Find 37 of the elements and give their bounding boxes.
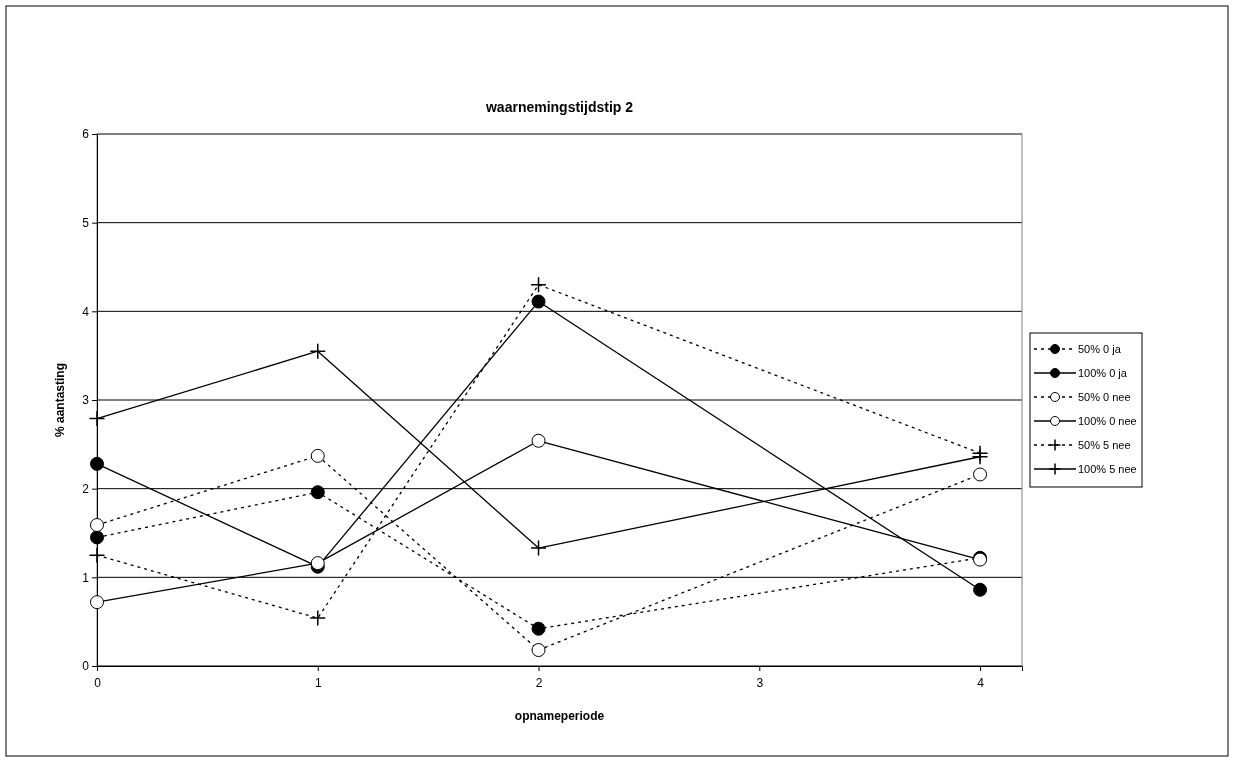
point: [531, 294, 546, 309]
point: [310, 485, 325, 500]
legend-label: 50% 5 nee: [1078, 439, 1131, 451]
y-tick-label: 1: [82, 570, 90, 585]
x-tick-label: 3: [756, 676, 764, 691]
point: [971, 448, 989, 465]
legend-label: 100% 5 nee: [1078, 463, 1137, 475]
y-tick-label: 4: [82, 304, 90, 319]
x-tick-label: 1: [314, 676, 322, 691]
point: [973, 582, 988, 597]
y-tick-label: 2: [82, 482, 90, 497]
point: [90, 518, 104, 533]
chart-title: waarnemingstijdstip 2: [484, 99, 634, 115]
y-axis-title: % aantasting: [53, 362, 67, 438]
point: [90, 530, 104, 545]
y-tick-label: 0: [82, 659, 90, 674]
legend-label: 50% 0 nee: [1078, 391, 1131, 403]
point: [530, 539, 547, 557]
point: [88, 410, 106, 427]
point: [531, 433, 546, 448]
legend-label: 100% 0 nee: [1078, 415, 1137, 427]
x-tick-label: 4: [977, 676, 985, 691]
point: [90, 595, 104, 610]
y-tick-label: 3: [82, 393, 90, 408]
legend-label: 50% 0 ja: [1078, 343, 1122, 355]
x-tick-label: 0: [94, 676, 102, 691]
point: [530, 276, 547, 293]
x-axis-title: opnameperiode: [514, 709, 605, 723]
point: [309, 609, 327, 627]
point: [88, 546, 106, 564]
point: [531, 621, 546, 636]
point: [309, 342, 327, 360]
point: [90, 456, 104, 471]
y-tick-label: 5: [82, 216, 90, 231]
y-tick-label: 6: [82, 127, 90, 142]
x-tick-label: 2: [535, 676, 543, 691]
legend-label: 100% 0 ja: [1078, 367, 1128, 379]
